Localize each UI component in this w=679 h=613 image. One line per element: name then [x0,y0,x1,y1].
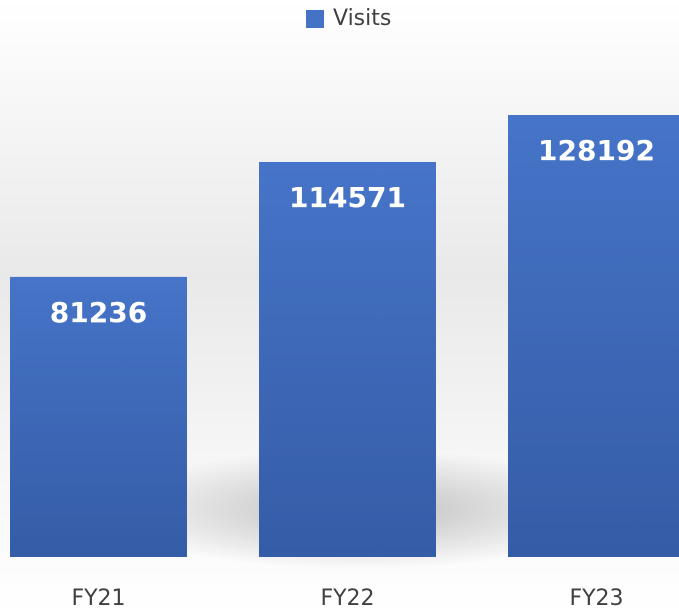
data-label: 81236 [50,296,147,329]
data-label: 114571 [289,181,406,214]
x-tick-label: FY23 [569,586,623,611]
data-label: 128192 [538,134,655,167]
bar [10,276,187,557]
bar [508,115,679,557]
bar [259,161,436,557]
legend-swatch [306,10,324,28]
x-tick-label: FY22 [320,586,374,611]
legend-label: Visits [333,6,391,31]
x-tick-label: FY21 [71,586,125,611]
